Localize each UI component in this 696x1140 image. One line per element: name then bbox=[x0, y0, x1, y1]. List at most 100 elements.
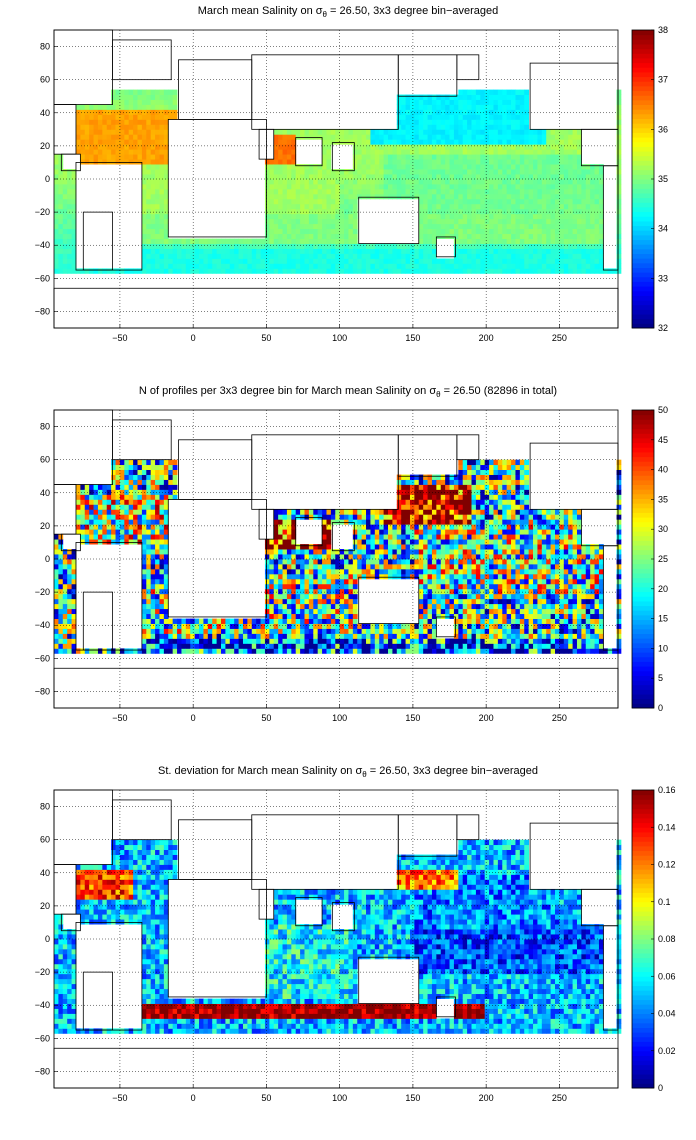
data-cell bbox=[269, 638, 275, 644]
colorbar-segment bbox=[632, 62, 654, 68]
data-cell bbox=[300, 573, 305, 580]
data-cell bbox=[445, 149, 450, 155]
data-cell bbox=[401, 529, 406, 535]
data-cell bbox=[273, 593, 279, 600]
data-cell bbox=[423, 588, 428, 595]
data-cell bbox=[396, 243, 402, 249]
data-cell bbox=[295, 573, 301, 580]
data-cell bbox=[348, 643, 354, 649]
data-cell bbox=[163, 554, 169, 560]
data-cell bbox=[366, 154, 371, 160]
data-cell bbox=[471, 223, 477, 230]
data-cell bbox=[71, 253, 77, 259]
data-cell bbox=[515, 119, 521, 125]
data-cell bbox=[163, 608, 169, 615]
data-cell bbox=[335, 193, 341, 200]
data-cell bbox=[163, 618, 169, 624]
data-cell bbox=[519, 248, 525, 254]
data-cell bbox=[159, 94, 165, 100]
data-cell bbox=[146, 464, 152, 470]
data-cell bbox=[471, 179, 477, 185]
data-cell bbox=[326, 638, 332, 644]
data-cell bbox=[405, 638, 411, 644]
data-cell bbox=[159, 164, 165, 170]
data-cell bbox=[119, 504, 125, 510]
data-cell bbox=[137, 139, 143, 145]
data-cell bbox=[550, 134, 556, 140]
data-cell bbox=[159, 114, 165, 120]
data-cell bbox=[286, 578, 292, 585]
data-cell bbox=[352, 139, 358, 145]
data-cell bbox=[150, 613, 156, 619]
data-cell bbox=[467, 243, 472, 249]
data-cell bbox=[431, 608, 437, 615]
data-cell bbox=[405, 129, 411, 135]
data-cell bbox=[97, 104, 103, 110]
data-cell bbox=[458, 124, 464, 130]
data-cell bbox=[172, 258, 178, 264]
data-cell bbox=[506, 223, 512, 230]
data-cell bbox=[67, 188, 72, 195]
data-cell bbox=[322, 593, 327, 600]
data-cell bbox=[431, 524, 437, 530]
data-cell bbox=[304, 568, 310, 575]
data-cell bbox=[361, 134, 367, 140]
data-cell bbox=[67, 618, 72, 624]
data-cell bbox=[370, 164, 376, 170]
data-cell bbox=[62, 648, 68, 654]
data-cell bbox=[163, 593, 169, 600]
data-cell bbox=[555, 258, 560, 264]
data-cell bbox=[366, 509, 371, 515]
data-cell bbox=[300, 608, 305, 615]
data-cell bbox=[163, 603, 169, 610]
data-cell bbox=[383, 149, 389, 155]
data-cell bbox=[335, 169, 341, 175]
data-cell bbox=[572, 243, 578, 249]
data-cell bbox=[357, 643, 363, 649]
data-cell bbox=[581, 193, 587, 200]
data-cell bbox=[449, 198, 455, 205]
data-cell bbox=[313, 559, 319, 565]
data-cell bbox=[475, 134, 481, 140]
data-cell bbox=[440, 99, 446, 105]
data-cell bbox=[300, 544, 305, 550]
data-cell bbox=[326, 134, 332, 140]
data-cell bbox=[168, 474, 174, 480]
data-cell bbox=[133, 534, 138, 540]
data-cell bbox=[445, 474, 450, 480]
data-cell bbox=[541, 183, 547, 190]
data-cell bbox=[322, 534, 327, 540]
data-cell bbox=[326, 603, 332, 610]
data-cell bbox=[453, 253, 459, 259]
data-cell bbox=[71, 203, 77, 210]
data-cell bbox=[67, 198, 72, 205]
data-cell bbox=[414, 99, 420, 105]
data-cell bbox=[348, 628, 354, 634]
data-cell bbox=[493, 243, 499, 249]
data-cell bbox=[572, 258, 578, 264]
data-cell bbox=[155, 499, 160, 505]
data-cell bbox=[84, 484, 90, 490]
data-cell bbox=[528, 233, 534, 239]
x-tick-label: −50 bbox=[112, 333, 127, 343]
data-cell bbox=[185, 253, 191, 259]
heatmap-cells bbox=[54, 459, 622, 654]
data-cell bbox=[62, 623, 68, 629]
data-cell bbox=[282, 628, 288, 634]
data-cell bbox=[146, 529, 152, 535]
data-cell bbox=[317, 618, 323, 624]
data-cell bbox=[159, 593, 165, 600]
profiles-panel: N of profiles per 3x3 degree bin for Mar… bbox=[0, 380, 696, 760]
data-cell bbox=[124, 534, 130, 540]
data-cell bbox=[528, 258, 534, 264]
data-cell bbox=[401, 623, 406, 629]
data-cell bbox=[462, 169, 468, 175]
data-cell bbox=[374, 524, 380, 530]
data-cell bbox=[449, 554, 455, 560]
data-cell bbox=[537, 193, 543, 200]
data-cell bbox=[524, 228, 530, 235]
data-cell bbox=[128, 474, 134, 480]
data-cell bbox=[300, 568, 305, 575]
data-cell bbox=[221, 633, 226, 639]
colorbar-tick-label: 34 bbox=[658, 224, 668, 234]
